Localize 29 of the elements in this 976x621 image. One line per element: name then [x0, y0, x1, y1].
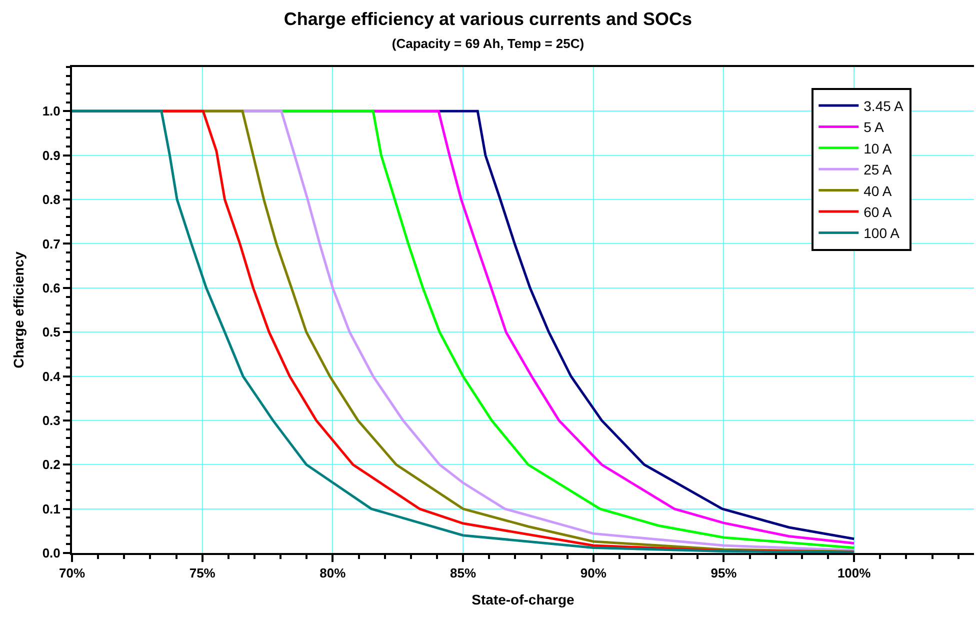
y-tick-label: 0.0	[42, 546, 60, 561]
y-axis-title: Charge efficiency	[10, 251, 26, 368]
chart-subtitle: (Capacity = 69 Ah, Temp = 25C)	[392, 36, 584, 52]
chart-title: Charge efficiency at various currents and SOCs	[284, 8, 692, 29]
legend-label: 60 A	[864, 204, 892, 220]
y-tick-label: 0.4	[42, 368, 62, 384]
y-tick-label: 0.1	[42, 501, 60, 516]
x-tick-label: 80%	[320, 566, 346, 581]
legend-label: 100 A	[864, 225, 900, 242]
y-tick-label: 0.9	[42, 148, 60, 163]
x-tick-label: 85%	[450, 566, 476, 581]
x-tick-label: 95%	[710, 566, 738, 581]
x-tick-label: 70%	[58, 566, 86, 581]
y-tick-label: 0.8	[42, 192, 60, 208]
x-tick-label: 90%	[580, 566, 607, 581]
legend-label: 25 A	[864, 162, 892, 178]
y-tick-label: 0.7	[42, 236, 60, 252]
y-tick-label: 1.0	[42, 104, 60, 119]
legend-label: 5 A	[864, 119, 885, 136]
legend-label: 10 A	[864, 140, 892, 156]
y-tick-label: 0.5	[42, 324, 60, 340]
x-axis-title: State-of-charge	[472, 591, 575, 608]
y-tick-label: 0.3	[42, 413, 60, 428]
legend-label: 3.45 A	[864, 98, 904, 114]
y-tick-label: 0.2	[42, 457, 60, 472]
x-tick-label: 100%	[837, 566, 872, 581]
legend-label: 40 A	[864, 182, 892, 199]
y-tick-label: 0.6	[42, 280, 60, 296]
x-tick-label: 75%	[189, 566, 216, 581]
